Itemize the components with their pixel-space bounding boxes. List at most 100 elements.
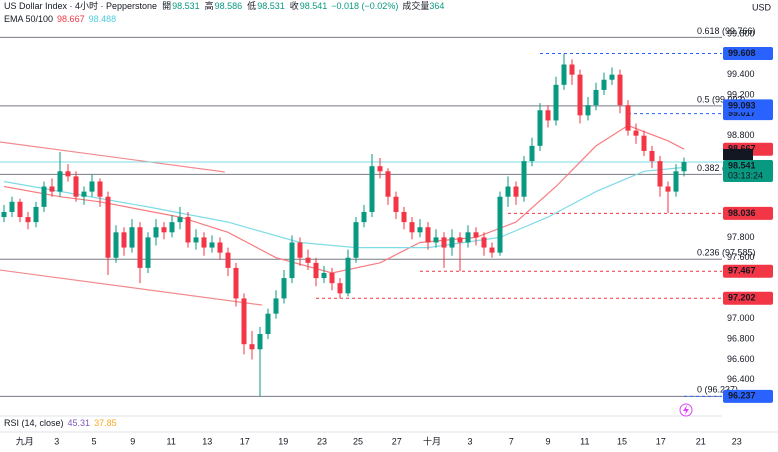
candle-body xyxy=(617,74,623,106)
candle-body xyxy=(513,186,519,197)
fib-label: 0 (96.237) xyxy=(697,385,738,395)
candle-body xyxy=(569,64,575,75)
candle-body xyxy=(369,166,375,212)
ema-line xyxy=(3,124,685,274)
level-tag xyxy=(723,389,773,403)
x-tick-label: 3 xyxy=(467,436,472,446)
x-tick-label: 17 xyxy=(656,436,666,446)
ohlc-key: 低 xyxy=(247,0,256,11)
candle-body xyxy=(281,278,287,299)
candle-body xyxy=(81,191,87,197)
candle-body xyxy=(385,171,391,197)
y-tick-label: 97.600 xyxy=(727,252,755,262)
candle-body xyxy=(537,110,543,146)
x-tick-label: 十月 xyxy=(423,435,441,446)
x-tick-label: 9 xyxy=(545,436,550,446)
plot-area: 0.618 (99.766)0.5 (99.093)0.382 (98.419)… xyxy=(0,26,756,397)
ohlc-value: 98.541 xyxy=(300,1,328,11)
level-tag xyxy=(723,47,773,60)
ohlc-value: 98.586 xyxy=(215,1,243,11)
candle-body xyxy=(345,257,351,294)
x-tick-label: 23 xyxy=(317,436,327,446)
rsi-name: RSI (14, close) xyxy=(4,418,64,428)
candle-body xyxy=(425,227,431,243)
candle-body xyxy=(233,267,239,299)
candle-body xyxy=(137,227,143,268)
candle-body xyxy=(161,227,167,233)
candle-body xyxy=(457,237,463,243)
y-tick-label: 98.800 xyxy=(727,130,755,140)
indicator-value: 98.667 xyxy=(57,14,85,24)
candle-body xyxy=(41,186,47,207)
candle-body xyxy=(305,257,311,263)
ohlc-value: 98.531 xyxy=(172,1,200,11)
candle-body xyxy=(337,283,343,294)
title: US Dollar Index · 4小时 · Pepperstone xyxy=(4,0,157,11)
trend-line xyxy=(0,269,263,306)
candle-body xyxy=(33,206,39,223)
ohlc-key: 開 xyxy=(162,1,171,11)
candle-body xyxy=(433,237,439,243)
level-tag xyxy=(723,206,773,220)
symbol-label: USDX xyxy=(726,149,751,159)
x-tick-label: 3 xyxy=(54,436,59,446)
candle-body xyxy=(649,150,655,162)
candle-body xyxy=(209,242,215,248)
candle-body xyxy=(153,227,159,238)
candle-body xyxy=(217,242,223,253)
candle-body xyxy=(313,262,319,279)
level-tag xyxy=(723,264,773,278)
x-tick-label: 21 xyxy=(696,436,706,446)
x-tick-label: 13 xyxy=(202,436,212,446)
candle-body xyxy=(633,130,639,136)
candle-body xyxy=(657,161,663,187)
candle-body xyxy=(193,237,199,243)
y-tick-label: 97.000 xyxy=(727,313,755,323)
candle-body xyxy=(681,162,687,172)
candle-body xyxy=(265,313,271,335)
candle-body xyxy=(329,272,335,284)
candle-body xyxy=(9,201,15,212)
candle-body xyxy=(505,186,511,197)
candle-body xyxy=(377,166,383,172)
candle-body xyxy=(545,110,551,121)
candle-body xyxy=(145,237,151,268)
candle-body xyxy=(297,242,303,258)
currency: USD xyxy=(752,2,772,12)
candle-body xyxy=(577,74,583,116)
y-tick-label: 96.400 xyxy=(727,374,755,384)
level-tag-label: 99.608 xyxy=(728,48,756,58)
candle-body xyxy=(673,171,679,192)
x-tick-label: 11 xyxy=(580,436,589,446)
indicator-legend: EMA 50/100 98.667 98.488 xyxy=(4,14,116,24)
candle-body xyxy=(417,227,423,233)
ohlc-value: 98.531 xyxy=(257,1,285,11)
level-tag-label: 96.237 xyxy=(728,391,756,401)
candle-body xyxy=(529,145,535,162)
symbol-tag xyxy=(723,149,753,161)
y-tick-label: 99.800 xyxy=(727,28,755,38)
candle-body xyxy=(97,181,103,197)
candle-body xyxy=(105,196,111,258)
candle-body xyxy=(641,135,647,151)
x-tick-label: 5 xyxy=(91,436,96,446)
level-tag-label: 98.036 xyxy=(728,208,756,218)
candle-body xyxy=(409,222,415,233)
candle-body xyxy=(481,237,487,248)
candle-body xyxy=(521,161,527,197)
candle-body xyxy=(169,222,175,233)
candle-body xyxy=(129,227,135,248)
x-tick-label: 19 xyxy=(278,436,288,446)
axis-tag-label: 98.667 xyxy=(728,144,756,154)
y-tick-label: 99.200 xyxy=(727,89,755,99)
candle-body xyxy=(449,237,455,248)
y-tick-label: 99.400 xyxy=(727,69,755,79)
rsi-value: 37.85 xyxy=(94,418,117,428)
alert-icon[interactable] xyxy=(679,403,693,417)
fib-label: 0.618 (99.766) xyxy=(697,26,756,36)
x-tick-label: 27 xyxy=(392,436,402,446)
candle-body xyxy=(353,222,359,258)
candle-body xyxy=(601,79,607,90)
candle-body xyxy=(465,232,471,243)
candle-body xyxy=(201,237,207,248)
